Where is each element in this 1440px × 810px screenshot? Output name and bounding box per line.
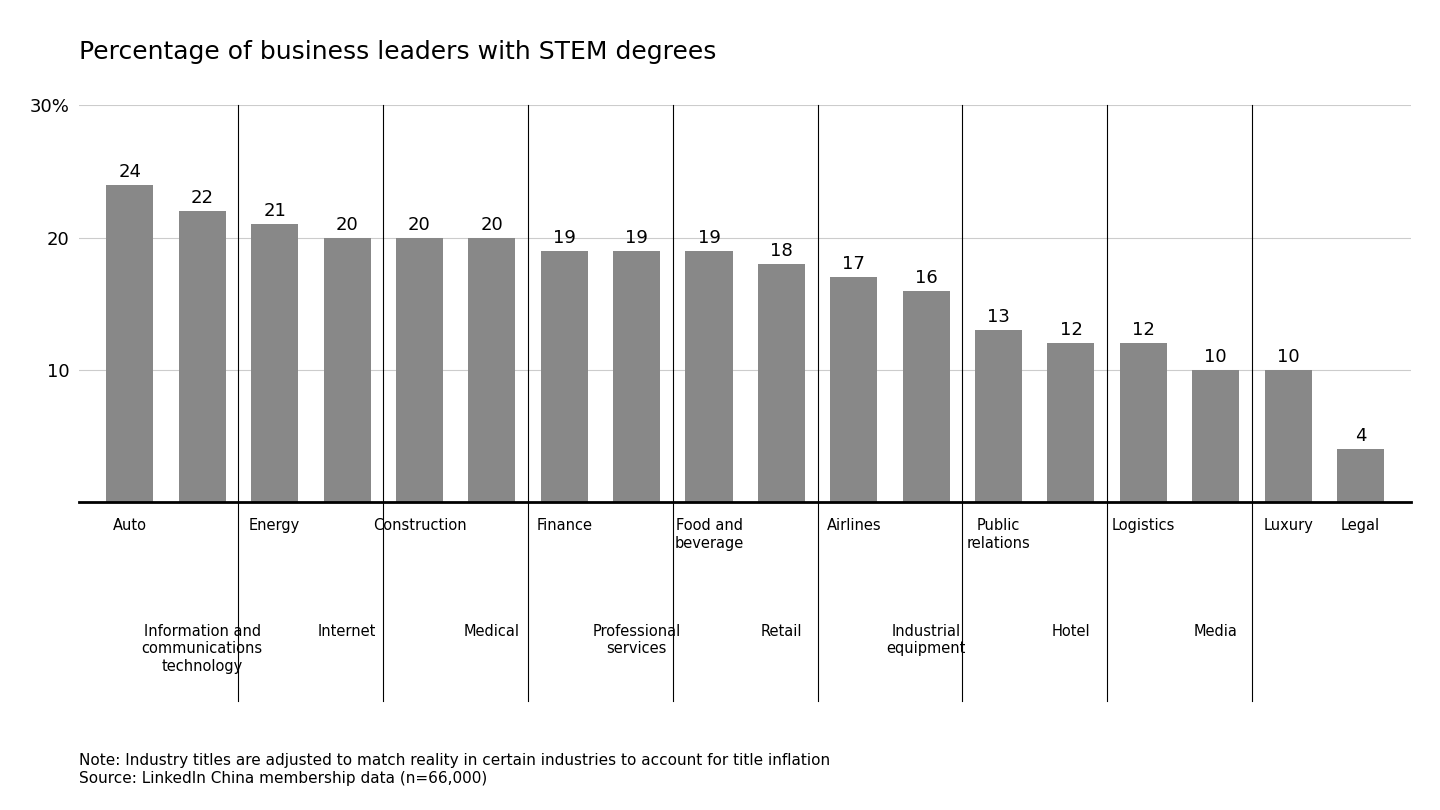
Text: Internet: Internet [318,624,376,639]
Bar [831,277,877,502]
Text: Professional
services: Professional services [592,624,681,656]
Bar [685,251,733,502]
Text: Energy: Energy [249,518,301,534]
Text: 16: 16 [914,269,937,287]
Text: Auto: Auto [112,518,147,534]
Text: Luxury: Luxury [1263,518,1313,534]
Text: Hotel: Hotel [1051,624,1090,639]
Text: Finance: Finance [536,518,592,534]
Bar [324,237,370,502]
Text: 12: 12 [1060,322,1083,339]
Text: 10: 10 [1277,348,1299,366]
Text: 10: 10 [1204,348,1227,366]
Text: 22: 22 [190,190,213,207]
Text: Percentage of business leaders with STEM degrees: Percentage of business leaders with STEM… [79,40,717,65]
Text: 20: 20 [481,215,503,233]
Text: 20: 20 [408,215,431,233]
Text: Medical: Medical [464,624,520,639]
Text: Public
relations: Public relations [966,518,1031,551]
Text: 17: 17 [842,255,865,273]
Text: Information and
communications
technology: Information and communications technolog… [141,624,264,673]
Text: Logistics: Logistics [1112,518,1175,534]
Text: Legal: Legal [1341,518,1380,534]
Bar [1336,450,1384,502]
Text: 12: 12 [1132,322,1155,339]
Bar [1264,370,1312,502]
Bar [1047,343,1094,502]
Text: Construction: Construction [373,518,467,534]
Text: 4: 4 [1355,428,1367,446]
Bar [1120,343,1166,502]
Text: 21: 21 [264,202,287,220]
Bar [903,291,950,502]
Bar [613,251,660,502]
Text: 19: 19 [553,229,576,247]
Text: Media: Media [1194,624,1238,639]
Bar [1192,370,1240,502]
Text: 24: 24 [118,163,141,181]
Text: 20: 20 [336,215,359,233]
Bar [468,237,516,502]
Bar [107,185,154,502]
Text: 19: 19 [697,229,720,247]
Bar [179,211,226,502]
Bar [251,224,298,502]
Text: Food and
beverage: Food and beverage [674,518,743,551]
Bar [757,264,805,502]
Text: Retail: Retail [760,624,802,639]
Bar [975,330,1022,502]
Bar [396,237,444,502]
Text: 18: 18 [770,242,793,260]
Text: Airlines: Airlines [827,518,881,534]
Text: 19: 19 [625,229,648,247]
Text: Note: Industry titles are adjusted to match reality in certain industries to acc: Note: Industry titles are adjusted to ma… [79,753,831,786]
Text: 13: 13 [988,309,1009,326]
Bar [540,251,588,502]
Text: Industrial
equipment: Industrial equipment [887,624,966,656]
